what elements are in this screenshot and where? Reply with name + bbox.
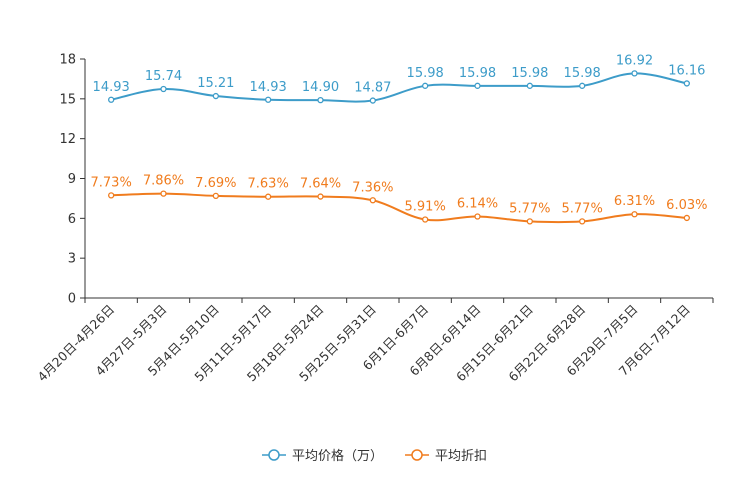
data-label-0: 14.90: [302, 80, 339, 95]
data-point-0: [579, 82, 586, 89]
y-tick-label: 3: [68, 252, 76, 267]
series-line-1: [111, 192, 687, 224]
data-label-0: 16.92: [616, 53, 653, 68]
data-label-1: 7.36%: [352, 180, 393, 195]
y-tick-label: 15: [59, 92, 76, 107]
legend-item-1: 平均折扣: [405, 449, 487, 464]
data-label-1: 7.73%: [91, 175, 132, 190]
legend-label: 平均价格（万）: [292, 448, 383, 464]
y-tick-label: 12: [59, 132, 76, 147]
series-line-0: [110, 72, 688, 103]
data-point-0: [683, 80, 690, 87]
data-point-1: [317, 193, 324, 200]
data-point-0: [422, 82, 429, 89]
data-point-1: [631, 211, 638, 218]
data-point-0: [474, 82, 481, 89]
data-point-1: [526, 218, 533, 225]
data-point-0: [631, 70, 638, 77]
legend-swatch-marker: [268, 449, 280, 461]
data-point-1: [474, 213, 481, 220]
data-point-0: [108, 96, 115, 103]
data-label-1: 5.77%: [562, 201, 603, 216]
data-point-0: [369, 97, 376, 104]
data-label-0: 14.93: [93, 80, 130, 95]
data-label-1: 7.86%: [143, 174, 184, 189]
data-point-0: [526, 82, 533, 89]
data-label-0: 15.98: [511, 66, 548, 81]
data-label-0: 15.98: [459, 66, 496, 81]
legend-label: 平均折扣: [435, 449, 487, 464]
data-label-1: 6.31%: [614, 194, 655, 209]
data-label-0: 15.98: [564, 66, 601, 81]
data-label-0: 14.93: [250, 80, 287, 95]
y-tick-label: 18: [59, 53, 76, 68]
data-label-1: 7.69%: [195, 176, 236, 191]
legend-swatch-marker: [411, 449, 423, 461]
data-label-1: 6.03%: [666, 198, 707, 213]
data-label-0: 15.21: [197, 76, 234, 91]
data-label-0: 14.87: [354, 81, 391, 96]
data-label-1: 7.63%: [248, 177, 289, 192]
data-label-0: 15.98: [407, 66, 444, 81]
data-point-1: [160, 190, 167, 197]
y-tick-label: 6: [68, 212, 76, 227]
data-point-1: [212, 192, 219, 200]
data-point-1: [579, 218, 586, 225]
data-point-0: [212, 92, 219, 100]
data-point-1: [683, 214, 690, 222]
data-point-0: [317, 97, 324, 104]
y-tick-label: 9: [68, 172, 76, 187]
legend-item-0: 平均价格（万）: [262, 448, 383, 464]
data-label-1: 5.77%: [509, 201, 550, 216]
data-point-1: [422, 216, 429, 223]
data-label-0: 16.16: [668, 63, 705, 78]
data-point-1: [369, 197, 376, 204]
data-point-0: [265, 96, 272, 103]
data-label-1: 6.14%: [457, 196, 498, 211]
y-tick-label: 0: [68, 292, 76, 307]
data-point-1: [108, 192, 115, 199]
data-label-0: 15.74: [145, 69, 182, 84]
data-label-1: 7.64%: [300, 177, 341, 192]
data-point-1: [265, 193, 272, 200]
data-point-0: [160, 85, 167, 93]
data-label-1: 5.91%: [405, 200, 446, 215]
